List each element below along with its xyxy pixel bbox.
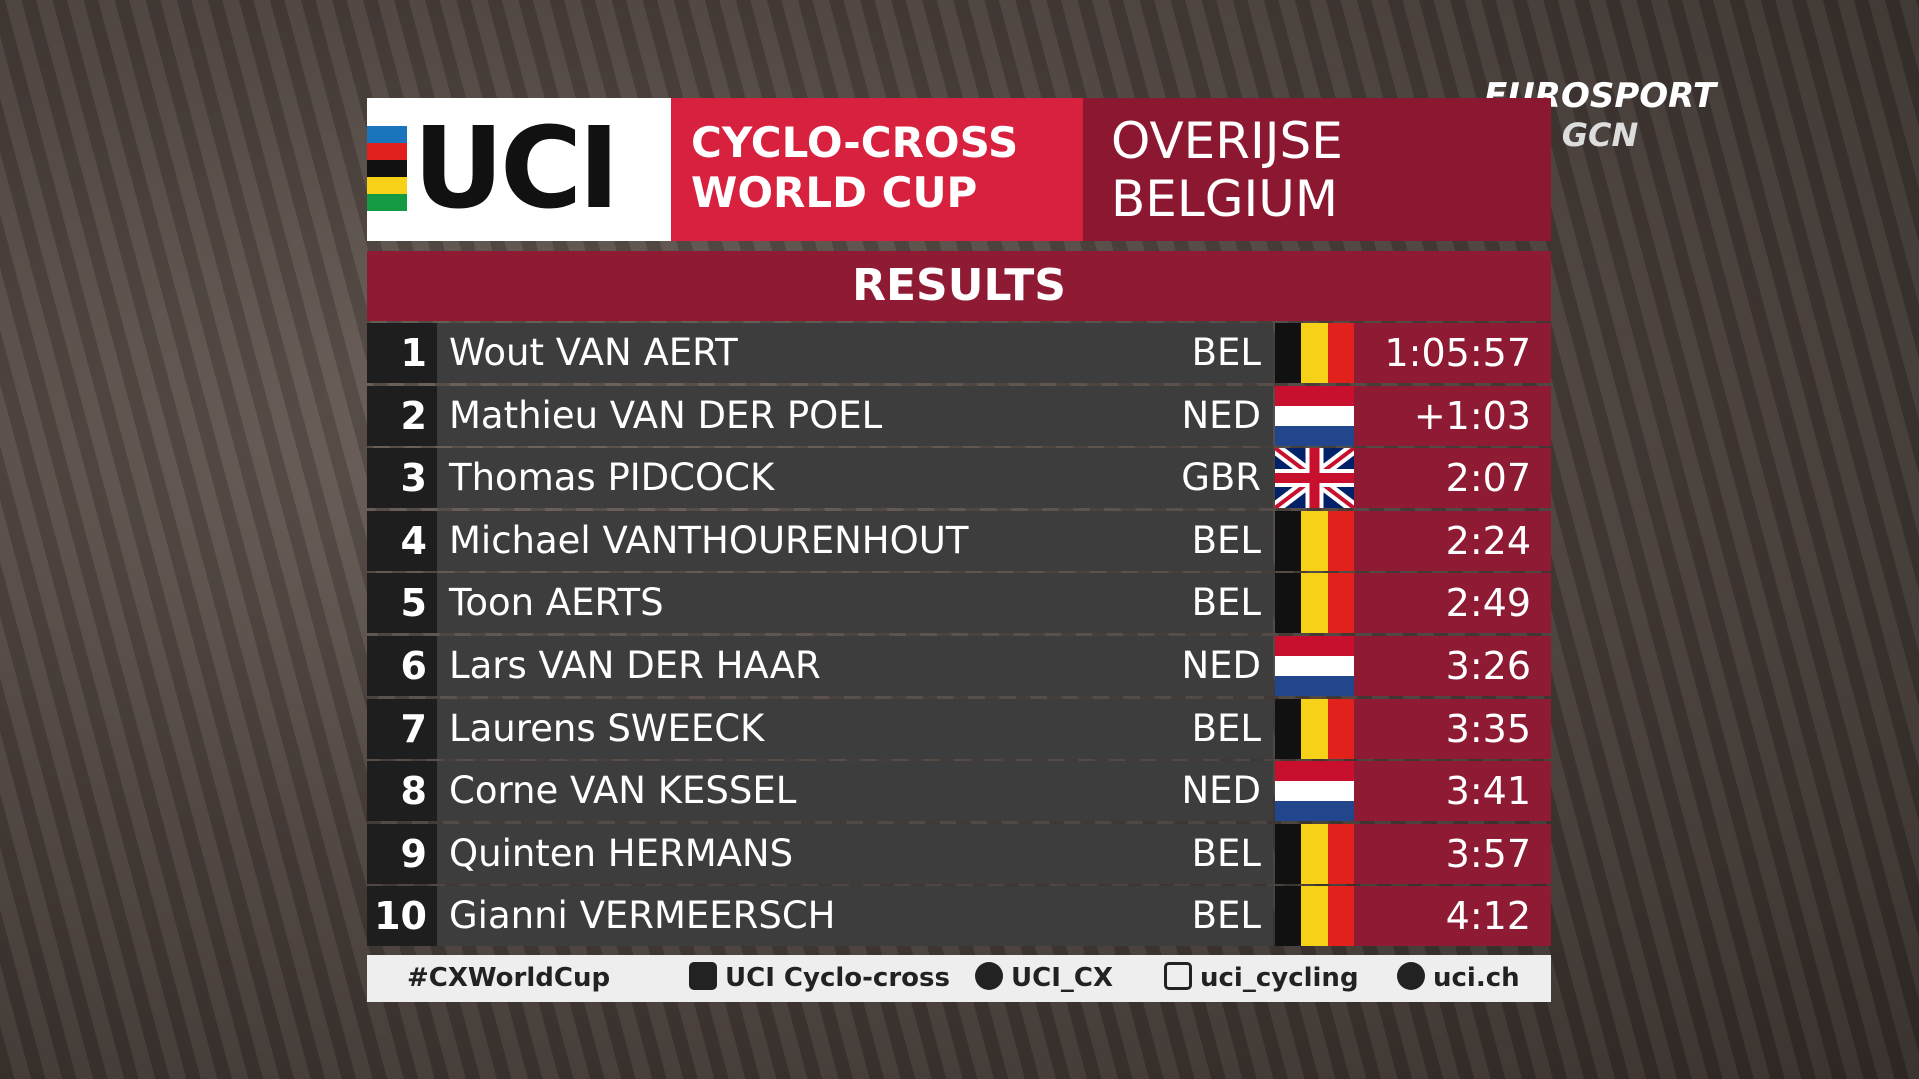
rank: 10 — [367, 886, 437, 947]
stripe — [367, 194, 407, 211]
time: 4:12 — [1354, 886, 1551, 947]
time: 2:07 — [1354, 448, 1551, 509]
location: OVERIJSE BELGIUM — [1083, 98, 1551, 241]
nation: BEL — [1191, 894, 1261, 938]
rank: 1 — [367, 323, 437, 383]
twitter-icon — [975, 962, 1003, 990]
time: 3:26 — [1354, 636, 1551, 696]
event-line: WORLD CUP — [691, 168, 978, 217]
result-row: 6 Lars VAN DER HAAR NED 3:26 — [367, 636, 1551, 696]
rider-name: Toon AERTS BEL — [437, 573, 1273, 634]
rider-name: Mathieu VAN DER POEL NED — [437, 385, 1273, 446]
nation: GBR — [1181, 456, 1261, 500]
stripe — [367, 143, 407, 160]
result-row: 5 Toon AERTS BEL 2:49 — [367, 573, 1551, 634]
website: uci.ch — [1433, 963, 1520, 993]
result-row: 7 Laurens SWEECK BEL 3:35 — [367, 698, 1551, 759]
nation: NED — [1181, 769, 1261, 813]
channel: GCN — [1561, 116, 1639, 154]
flag — [1275, 510, 1354, 571]
name-text: Quinten HERMANS — [449, 831, 794, 875]
rider-name: Thomas PIDCOCK GBR — [437, 448, 1273, 509]
result-row: 8 Corne VAN KESSEL NED 3:41 — [367, 761, 1551, 822]
location-line: OVERIJSE — [1111, 112, 1343, 170]
nation: NED — [1181, 393, 1261, 437]
rank: 6 — [367, 636, 437, 696]
result-row: 10 Gianni VERMEERSCH BEL 4:12 — [367, 886, 1551, 947]
rank: 3 — [367, 448, 437, 509]
flag — [1275, 323, 1354, 383]
nation: BEL — [1191, 581, 1261, 625]
rider-name: Quinten HERMANS BEL — [437, 823, 1273, 884]
nation: BEL — [1191, 518, 1261, 562]
rank: 7 — [367, 698, 437, 759]
rank: 4 — [367, 510, 437, 571]
facebook: UCI Cyclo-cross — [725, 963, 950, 993]
instagram-icon — [1164, 962, 1192, 990]
rider-name: Lars VAN DER HAAR NED — [437, 636, 1273, 696]
rider-name: Michael VANTHOURENHOUT BEL — [437, 510, 1273, 571]
stripe — [367, 177, 407, 194]
result-row: 2 Mathieu VAN DER POEL NED +1:03 — [367, 385, 1551, 446]
result-row: 1 Wout VAN AERT BEL 1:05:57 — [367, 323, 1551, 383]
result-row: 9 Quinten HERMANS BEL 3:57 — [367, 823, 1551, 884]
nation: BEL — [1191, 831, 1261, 875]
location-line: BELGIUM — [1111, 170, 1338, 228]
name-text: Corne VAN KESSEL — [449, 769, 797, 813]
time: 2:49 — [1354, 573, 1551, 634]
name-text: Toon AERTS — [449, 581, 664, 625]
nation: BEL — [1191, 706, 1261, 750]
rank: 2 — [367, 385, 437, 446]
time: +1:03 — [1354, 385, 1551, 446]
stripe — [367, 160, 407, 177]
facebook-icon — [689, 962, 717, 990]
result-row: 3 Thomas PIDCOCK GBR 2:07 — [367, 443, 1551, 513]
name-text: Thomas PIDCOCK — [449, 456, 775, 500]
name-text: Michael VANTHOURENHOUT — [449, 518, 969, 562]
time: 3:41 — [1354, 761, 1551, 822]
flag — [1275, 698, 1354, 759]
uci-logo: UCI — [367, 98, 671, 241]
flag — [1275, 823, 1354, 884]
time: 3:35 — [1354, 698, 1551, 759]
time: 2:24 — [1354, 510, 1551, 571]
stripe — [367, 126, 407, 143]
flag — [1275, 636, 1354, 696]
event-line: CYCLO-CROSS — [691, 118, 1019, 167]
instagram: uci_cycling — [1200, 963, 1359, 993]
flag — [1275, 886, 1354, 947]
name-text: Mathieu VAN DER POEL — [449, 393, 883, 437]
name-text: Laurens SWEECK — [449, 706, 765, 750]
rank: 5 — [367, 573, 437, 634]
web-icon — [1397, 962, 1425, 990]
logo-text: UCI — [413, 104, 620, 234]
nation: NED — [1181, 644, 1261, 687]
result-row: 4 Michael VANTHOURENHOUT BEL 2:24 — [367, 510, 1551, 571]
footer: #CXWorldCup UCI Cyclo-cross UCI_CX uci_c… — [367, 955, 1551, 1002]
flag — [1271, 443, 1358, 513]
nation: BEL — [1191, 331, 1261, 374]
rider-name: Corne VAN KESSEL NED — [437, 761, 1273, 822]
results-title: RESULTS — [367, 251, 1551, 321]
rank: 9 — [367, 823, 437, 884]
name-text: Gianni VERMEERSCH — [449, 894, 836, 938]
rider-name: Laurens SWEECK BEL — [437, 698, 1273, 759]
rider-name: Gianni VERMEERSCH BEL — [437, 886, 1273, 947]
event-title: CYCLO-CROSS WORLD CUP — [671, 98, 1083, 241]
hashtag: #CXWorldCup — [407, 963, 611, 993]
time: 3:57 — [1354, 823, 1551, 884]
twitter: UCI_CX — [1011, 963, 1113, 993]
flag — [1275, 761, 1354, 822]
name-text: Lars VAN DER HAAR — [449, 644, 821, 687]
flag — [1275, 385, 1354, 446]
time: 1:05:57 — [1354, 323, 1551, 383]
rider-name: Wout VAN AERT BEL — [437, 323, 1273, 383]
flag — [1275, 573, 1354, 634]
name-text: Wout VAN AERT — [449, 331, 738, 374]
rank: 8 — [367, 761, 437, 822]
